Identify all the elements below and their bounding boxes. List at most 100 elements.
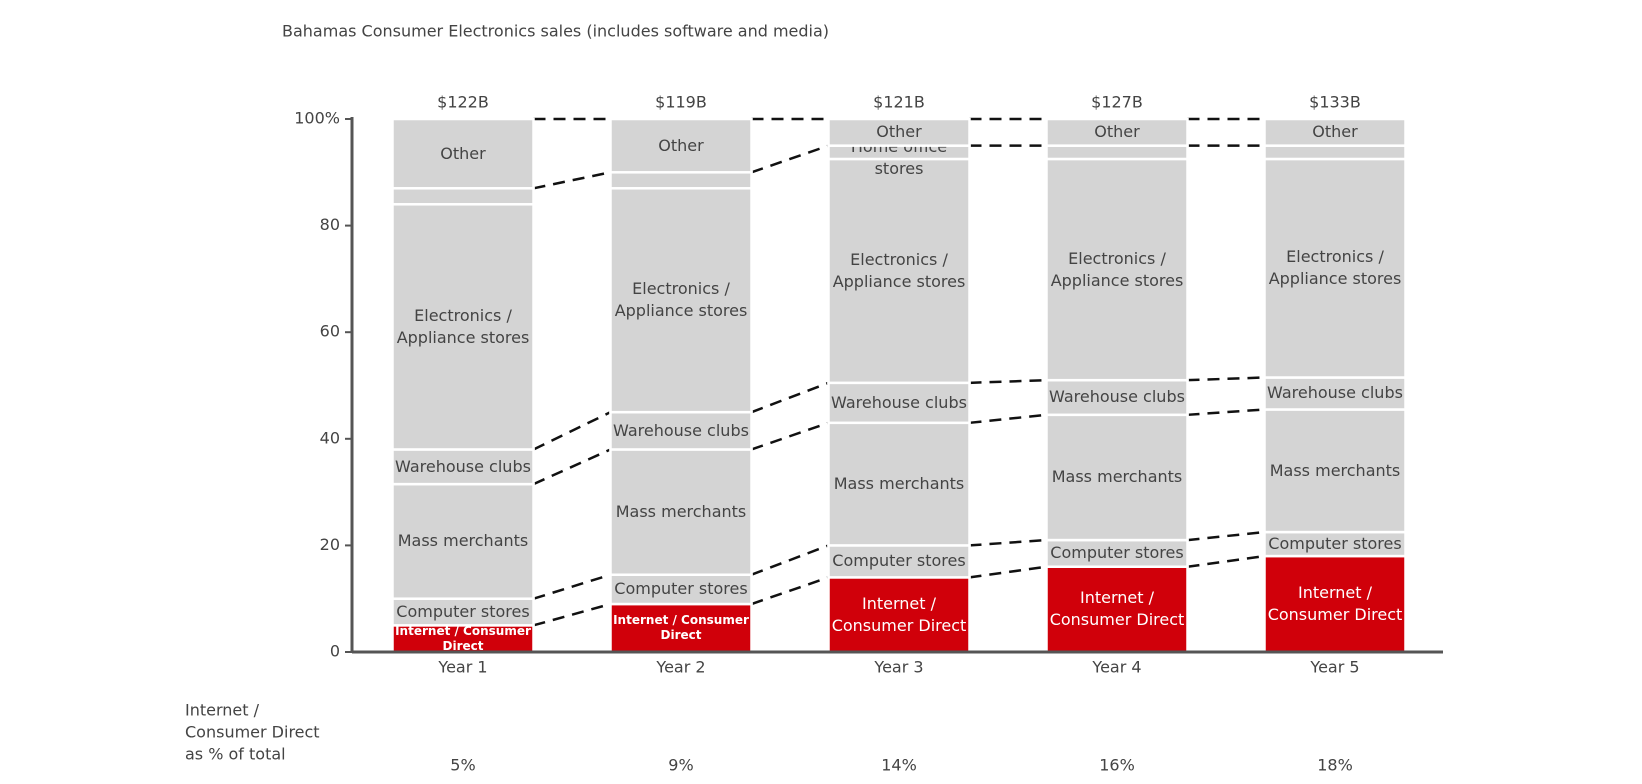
bar-segment	[1045, 117, 1189, 147]
segment-label: Warehouse clubs	[1049, 387, 1185, 407]
bar-segment	[827, 117, 971, 147]
segment-label: Electronics / Appliance stores	[832, 249, 966, 291]
bar-segment	[1263, 157, 1407, 379]
share-label: 5%	[450, 756, 475, 775]
connector	[1187, 408, 1265, 417]
segment-label: Mass merchants	[833, 474, 965, 494]
segment-label: Computer stores	[1268, 534, 1402, 554]
share-label: 18%	[1317, 756, 1353, 775]
connector	[751, 576, 829, 606]
y-tick-label: 100%	[294, 109, 340, 128]
share-row-label: as % of total	[185, 745, 286, 764]
bar-segment	[1263, 376, 1407, 411]
segment-label: Warehouse clubs	[613, 420, 749, 440]
segment-label: Internet / Consumer Direct	[1267, 583, 1403, 625]
segment-label-box: Electronics / Appliance stores	[615, 279, 748, 320]
segment-label-box: Other	[440, 143, 486, 163]
connector	[969, 565, 1047, 579]
connector	[751, 144, 829, 174]
x-tick-label: Year 4	[1091, 658, 1141, 677]
segment-label: Other	[658, 135, 704, 155]
segment-label-box: Mass merchants	[1269, 460, 1401, 480]
connector	[969, 413, 1047, 425]
segment-label: Mass merchants	[1269, 460, 1401, 480]
segment-label-box: Internet / Consumer Direct	[1050, 588, 1185, 629]
x-tick-label: Year 2	[655, 658, 705, 677]
segment-label-box: Other	[1312, 122, 1358, 142]
x-tick-label: Year 1	[437, 658, 487, 677]
segment-label-box: Internet / Consumer Direct	[613, 613, 749, 642]
share-label: 14%	[881, 756, 917, 775]
segment-label: Warehouse clubs	[395, 456, 531, 476]
bar-segment	[1045, 538, 1189, 568]
segment-label-box: Other	[1094, 122, 1140, 142]
bar-segment	[1263, 408, 1407, 534]
y-tick-label: 60	[320, 322, 340, 341]
segment-label-box: Electronics / Appliance stores	[832, 249, 966, 291]
bar-segment	[391, 117, 535, 190]
connector	[969, 538, 1047, 547]
segment-label: Mass merchants	[1051, 467, 1183, 487]
segment-label: Other	[1094, 122, 1140, 142]
total-label: $121B	[873, 93, 925, 112]
share-row-label: Consumer Direct	[185, 723, 320, 742]
bar-segment	[609, 117, 753, 174]
segment-label-box: Computer stores	[1050, 543, 1184, 563]
bar-segment	[391, 597, 535, 627]
bar-segment	[1045, 144, 1189, 161]
segment-label: Computer stores	[396, 602, 530, 621]
segment-label-box: Other	[876, 122, 921, 141]
connector	[532, 448, 612, 486]
segment-label: Electronics / Appliance stores	[1268, 247, 1402, 289]
segment-label-box: Internet / Consumer Direct	[395, 623, 531, 653]
bar-segment	[1045, 378, 1189, 417]
bar-segment	[1045, 157, 1189, 382]
share-row-label: Internet /	[185, 701, 260, 720]
segment-label-box: Other	[658, 135, 704, 155]
bar-segment	[609, 187, 753, 414]
bar-segment	[391, 624, 535, 654]
segment-label-box: Computer stores	[832, 551, 966, 571]
y-tick-label: 0	[330, 642, 340, 661]
y-tick-label: 20	[320, 535, 340, 554]
segment-label: Computer stores	[1050, 543, 1184, 563]
segment-label: Computer stores	[614, 579, 748, 599]
segment-label-box: Internet / Consumer Direct	[1267, 583, 1403, 625]
bar-segment	[1263, 144, 1407, 161]
bar-segment	[391, 203, 535, 451]
y-tick-label: 40	[320, 428, 340, 447]
bar-segment	[609, 171, 753, 190]
segment-label-box: Electronics / Appliance stores	[397, 306, 530, 347]
segment-label-box: Internet / Consumer Direct	[832, 594, 967, 635]
segment-label: Mass merchants	[397, 531, 529, 551]
connector	[532, 411, 612, 451]
bar-segment	[609, 448, 753, 576]
x-tick-label: Year 3	[873, 658, 923, 677]
chart-title: Bahamas Consumer Electronics sales (incl…	[282, 22, 829, 41]
connector	[1187, 530, 1265, 542]
segment-label: Warehouse clubs	[831, 392, 967, 412]
connector	[751, 544, 829, 576]
segment-label: Internet / Consumer Direct	[395, 623, 531, 653]
segment-label: Other	[1312, 122, 1358, 142]
total-label: $122B	[437, 93, 489, 112]
segment-label-box: Computer stores	[396, 602, 530, 621]
segment-label-box: Electronics / Appliance stores	[1051, 249, 1184, 290]
segment-label-box: Computer stores	[614, 579, 748, 599]
segment-label: Other	[440, 143, 486, 163]
bar-segment	[391, 482, 535, 600]
connector	[1187, 376, 1265, 382]
bar-segment	[609, 410, 753, 451]
segment-label-box: Home office stores	[851, 137, 947, 178]
segment-label-box: Electronics / Appliance stores	[1268, 247, 1402, 289]
connector	[533, 573, 611, 600]
segment-label-box: Warehouse clubs	[395, 456, 531, 476]
share-label: 16%	[1099, 756, 1135, 775]
segment-label: Computer stores	[832, 551, 966, 571]
share-label: 9%	[668, 756, 693, 775]
total-label: $119B	[655, 93, 707, 112]
connector	[533, 171, 611, 190]
segment-label: Mass merchants	[615, 502, 747, 522]
segment-label-box: Warehouse clubs	[613, 420, 749, 440]
